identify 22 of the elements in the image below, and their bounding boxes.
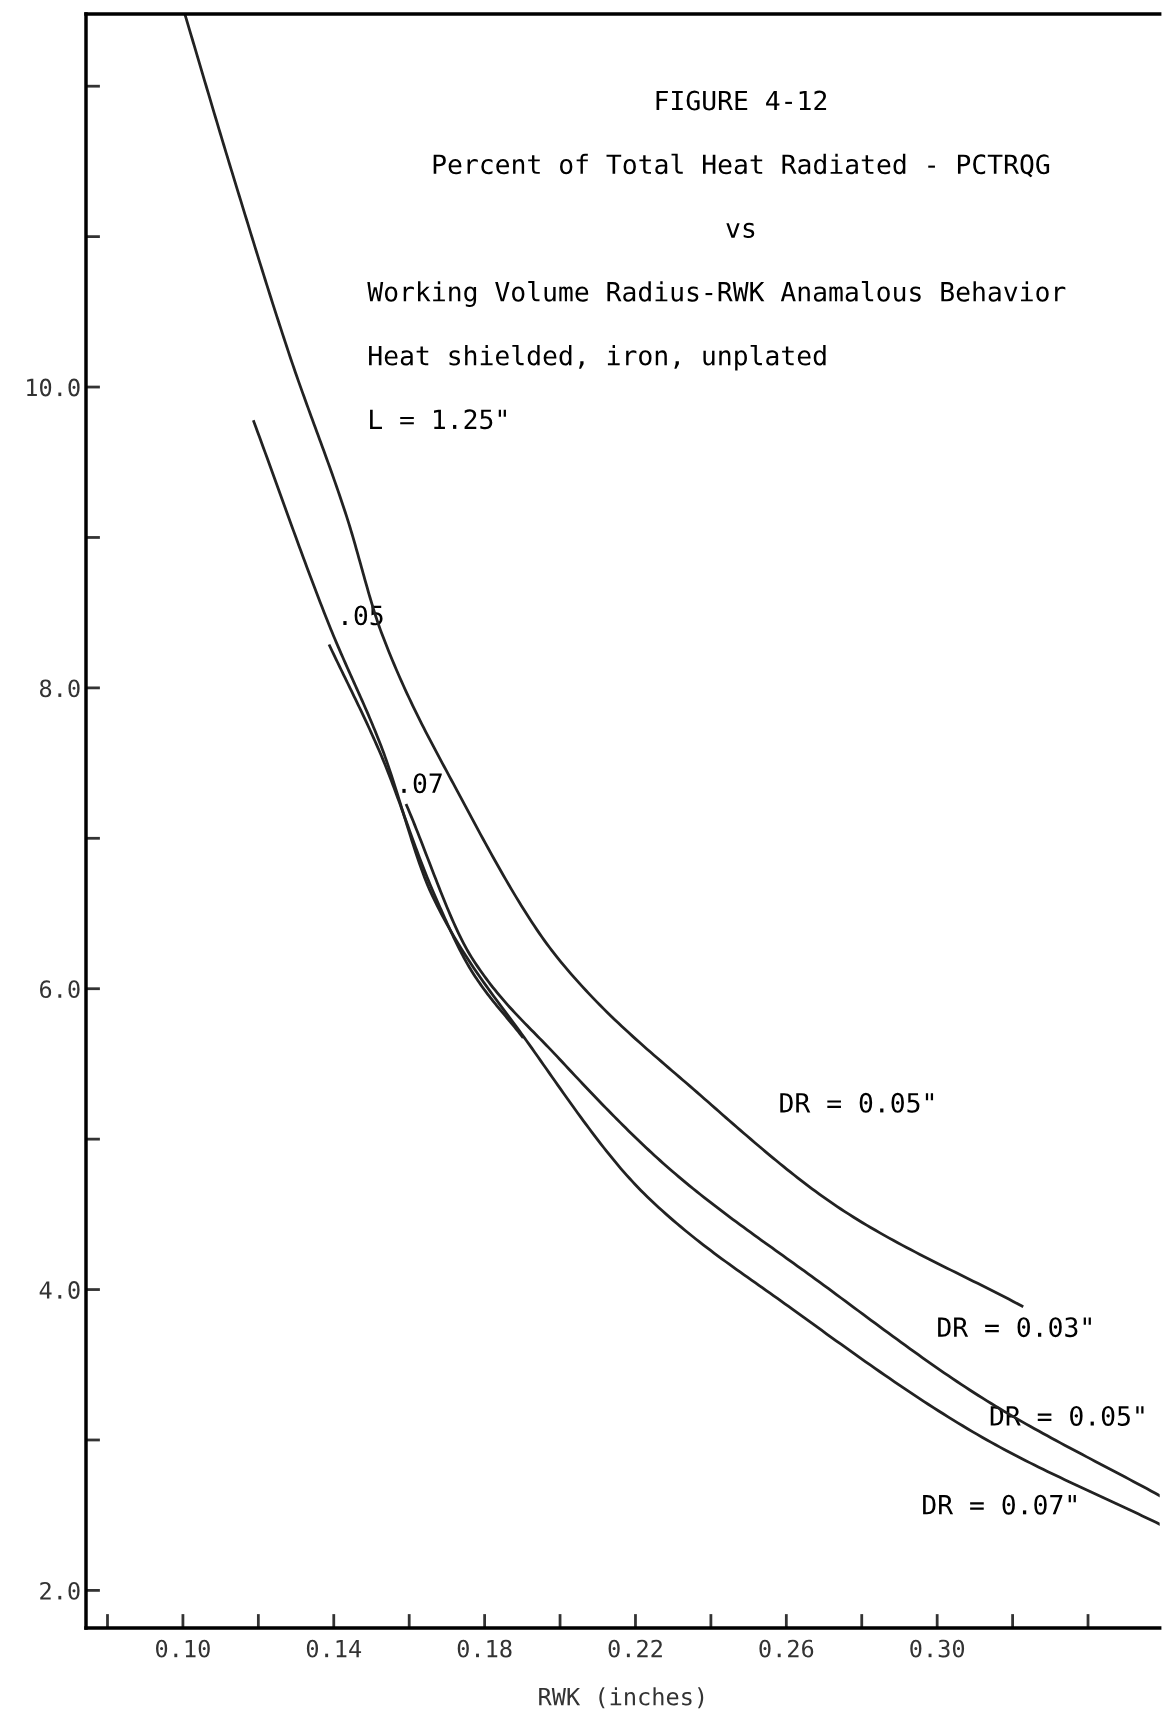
text: FIGURE 4-12 xyxy=(656,90,827,111)
annotation: Percent of Total Heat Radiated - PCTRQG xyxy=(433,153,1050,178)
annotation: DR = 0.07" xyxy=(923,1494,1076,1515)
x-tick-label: 0.30 xyxy=(910,1639,965,1658)
y-tick-label: 4.0 xyxy=(39,1281,80,1299)
annotation: Working Volume Radius-RWK Anamalous Behavior xyxy=(367,281,1066,307)
x-tick-label: 0.10 xyxy=(156,1639,210,1658)
annotation: DR = 0.03" xyxy=(938,1317,1091,1338)
y-tick-label: 8.0 xyxy=(40,679,80,698)
annotation: .07 xyxy=(402,773,442,794)
x-tick-label: 0.14 xyxy=(306,1639,362,1658)
x-tick-label: 0.22 xyxy=(608,1639,662,1658)
x-tick-label: 0.18 xyxy=(457,1639,512,1658)
annotation: Heat shielded, iron, unplated xyxy=(369,344,826,371)
y-tick-label: 2.0 xyxy=(40,1581,80,1600)
y-tick-label: 10.0 xyxy=(27,378,80,397)
x-tick-label: 0.26 xyxy=(759,1639,814,1658)
annotation: L = 1.25" xyxy=(370,409,506,430)
annotation: vs xyxy=(726,222,755,238)
x-axis-title: RWK (inches) xyxy=(539,1687,704,1709)
annotation: DR = 0.05" xyxy=(780,1092,934,1113)
y-tick-label: 6.0 xyxy=(40,980,80,999)
